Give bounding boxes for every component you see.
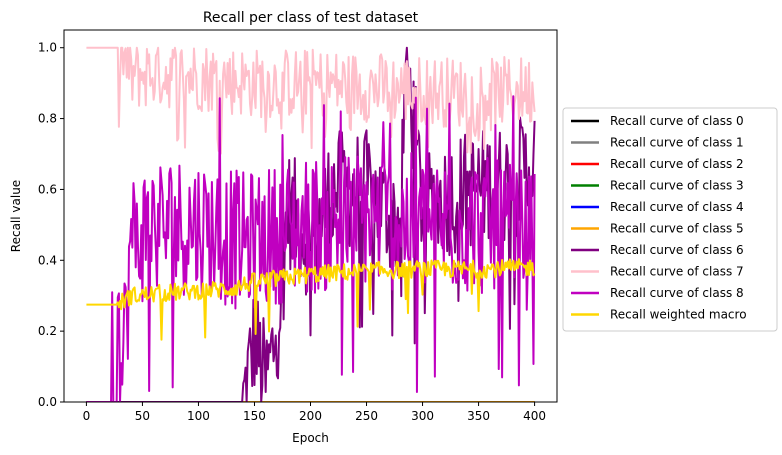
- series-line-6: [86, 46, 536, 402]
- legend-entry: Recall curve of class 1: [610, 136, 744, 150]
- legend-entry: Recall curve of class 8: [610, 286, 744, 300]
- plot-area: [86, 46, 536, 402]
- y-tick-label: 0.4: [38, 253, 57, 267]
- y-tick-label: 0.6: [38, 182, 57, 196]
- legend-box: [562, 107, 778, 332]
- x-tick-label: 300: [411, 409, 434, 423]
- y-tick-label: 1.0: [38, 41, 57, 55]
- legend-entry: Recall curve of class 4: [610, 200, 744, 214]
- x-tick-label: 0: [83, 409, 91, 423]
- y-tick-label: 0.2: [38, 324, 57, 338]
- legend-entry: Recall curve of class 3: [610, 179, 744, 193]
- series-line-9: [86, 258, 536, 341]
- x-tick-label: 100: [187, 409, 210, 423]
- legend-entry: Recall curve of class 6: [610, 243, 744, 257]
- y-tick-label: 0.0: [38, 395, 57, 409]
- x-tick-label: 200: [299, 409, 322, 423]
- y-tick-label: 0.8: [38, 112, 57, 126]
- x-tick-label: 150: [243, 409, 266, 423]
- x-tick-label: 50: [135, 409, 150, 423]
- legend-entry: Recall curve of class 5: [610, 222, 744, 236]
- series-line-7: [86, 46, 536, 155]
- legend-entry: Recall curve of class 0: [610, 114, 744, 128]
- legend-entry: Recall weighted macro: [610, 308, 747, 322]
- x-axis-label: Epoch: [292, 431, 329, 445]
- legend-entry: Recall curve of class 2: [610, 157, 744, 171]
- x-tick-label: 400: [523, 409, 546, 423]
- axes: 0 50 100 150 200 250 300 350 400 0.0 0.2 0.4 0.6 0.8 1…: [38, 29, 558, 423]
- series-line-8: [86, 95, 536, 402]
- y-axis-label: Recall value: [9, 180, 23, 252]
- x-tick-label: 250: [355, 409, 378, 423]
- legend: Recall curve of class 0 Recall curve of c…: [562, 107, 778, 332]
- legend-entry: Recall curve of class 7: [610, 265, 744, 279]
- chart-title: Recall per class of test dataset: [203, 10, 419, 26]
- x-tick-label: 350: [467, 409, 490, 423]
